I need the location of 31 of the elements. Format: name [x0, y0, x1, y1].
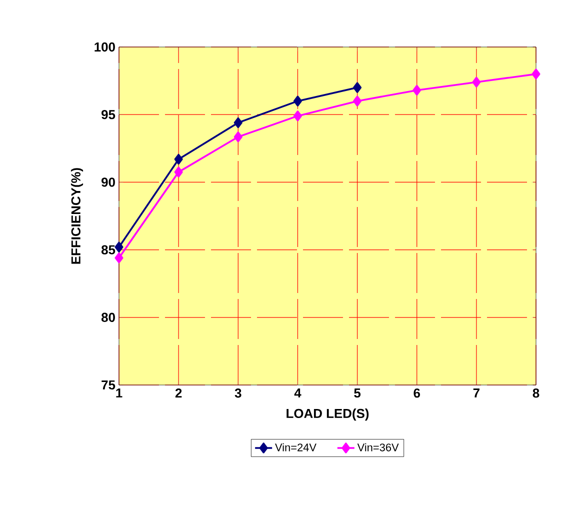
point	[353, 82, 362, 93]
point	[114, 242, 124, 252]
x-tick-label: 1	[116, 388, 122, 398]
point	[174, 166, 183, 178]
y-tick-label: 100	[94, 42, 115, 52]
point	[532, 68, 540, 80]
y-tick-label: 95	[102, 110, 116, 120]
point	[114, 252, 124, 264]
x-tick-label: 7	[473, 388, 480, 398]
point	[234, 132, 242, 142]
x-tick-label: 6	[414, 388, 420, 398]
x-tick-label: 3	[234, 388, 242, 398]
y-tick-label: 75	[102, 380, 116, 390]
point	[412, 84, 422, 96]
point	[472, 76, 481, 88]
point	[293, 96, 302, 106]
legend-label: Vin=24V	[275, 443, 316, 452]
x-tick-label: 4	[294, 388, 302, 398]
x-tick-label: 5	[354, 388, 361, 398]
y-axis-title: EFFICIENCY(%)	[70, 168, 84, 264]
y-tick-label: 85	[101, 245, 116, 254]
point	[293, 110, 302, 122]
x-axis-title: LOAD LED(S)	[286, 408, 369, 421]
point	[174, 154, 183, 165]
x-tick-label: 2	[175, 388, 182, 398]
legend-label: Vin=36V	[357, 443, 399, 452]
point	[234, 117, 242, 128]
point	[353, 96, 362, 106]
y-tick-label: 90	[102, 178, 115, 187]
y-tick-label: 80	[101, 312, 115, 322]
x-tick-label: 8	[532, 388, 540, 398]
